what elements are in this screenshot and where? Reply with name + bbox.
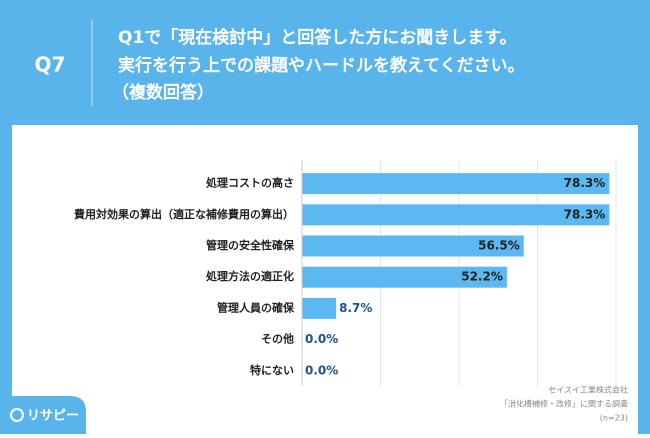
category-label: 管理人員の確保 bbox=[217, 300, 295, 314]
category-label: 特にない bbox=[250, 363, 294, 377]
plot: 処理コストの高さ 78.3% 費用対効果の算出（適正な補修費用の算出） 78.3% 管理… bbox=[73, 160, 617, 386]
category-label: 処理コストの高さ bbox=[205, 176, 294, 190]
category-label: 費用対効果の算出（適正な補修費用の算出） bbox=[73, 207, 294, 221]
logo-text: リサピー bbox=[27, 409, 79, 424]
bar bbox=[302, 266, 507, 288]
question-line: Q1で「現在検討中」と回答した方にお聞きします。 bbox=[118, 27, 517, 48]
source: 「消化槽補修・改修」に関する調査 bbox=[500, 399, 628, 409]
question-number: Q7 bbox=[35, 53, 66, 77]
bar bbox=[302, 204, 610, 226]
value-label: 0.0% bbox=[305, 332, 338, 346]
bar bbox=[302, 235, 524, 257]
logo-background bbox=[0, 396, 86, 434]
category-label: 管理の安全性確保 bbox=[206, 238, 295, 252]
value-label: 52.2% bbox=[461, 270, 503, 284]
logo-icon bbox=[10, 408, 24, 422]
value-label: 78.3% bbox=[564, 176, 606, 190]
source: セイスイ工業株式会社 bbox=[548, 385, 628, 395]
bar bbox=[302, 173, 610, 195]
question-line: （複数回答） bbox=[112, 82, 214, 103]
value-label: 78.3% bbox=[564, 207, 606, 221]
value-label: 8.7% bbox=[339, 301, 372, 315]
value-label: 0.0% bbox=[305, 363, 338, 377]
source: (n=23) bbox=[600, 414, 628, 423]
category-label: その他 bbox=[261, 332, 294, 346]
category-label: 処理方法の適正化 bbox=[205, 269, 294, 283]
question-line: 実行を行う上での課題やハードルを教えてください。 bbox=[118, 55, 525, 76]
value-label: 56.5% bbox=[478, 239, 520, 253]
bar bbox=[302, 297, 337, 319]
